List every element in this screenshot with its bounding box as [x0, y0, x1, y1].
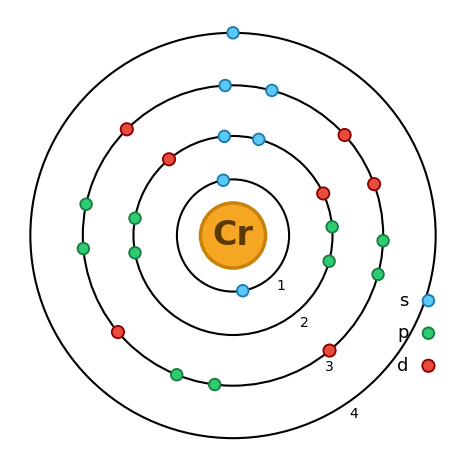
Circle shape	[338, 129, 351, 141]
Text: 4: 4	[349, 407, 358, 421]
Text: 2: 2	[300, 316, 309, 330]
Circle shape	[121, 123, 133, 136]
Circle shape	[266, 85, 278, 96]
Circle shape	[326, 221, 338, 233]
Circle shape	[129, 247, 141, 259]
Circle shape	[368, 178, 380, 190]
Text: s: s	[399, 292, 409, 309]
Circle shape	[317, 187, 329, 200]
Circle shape	[200, 203, 266, 268]
Circle shape	[423, 295, 434, 307]
Circle shape	[377, 235, 389, 246]
Circle shape	[78, 243, 89, 254]
Circle shape	[422, 360, 435, 372]
Text: d: d	[397, 357, 409, 375]
Text: Cr: Cr	[212, 219, 254, 252]
Circle shape	[323, 255, 335, 267]
Circle shape	[219, 80, 231, 91]
Circle shape	[218, 174, 229, 186]
Text: 3: 3	[325, 360, 334, 374]
Text: p: p	[397, 324, 409, 342]
Circle shape	[323, 344, 336, 357]
Circle shape	[163, 153, 175, 165]
Circle shape	[129, 212, 141, 224]
Circle shape	[209, 379, 220, 390]
Circle shape	[80, 198, 92, 210]
Circle shape	[372, 268, 384, 280]
Circle shape	[219, 130, 230, 142]
Circle shape	[112, 326, 124, 338]
Text: 1: 1	[276, 279, 285, 293]
Circle shape	[237, 285, 248, 297]
Circle shape	[423, 327, 434, 339]
Circle shape	[171, 369, 183, 381]
Circle shape	[227, 27, 239, 39]
Circle shape	[253, 134, 265, 145]
